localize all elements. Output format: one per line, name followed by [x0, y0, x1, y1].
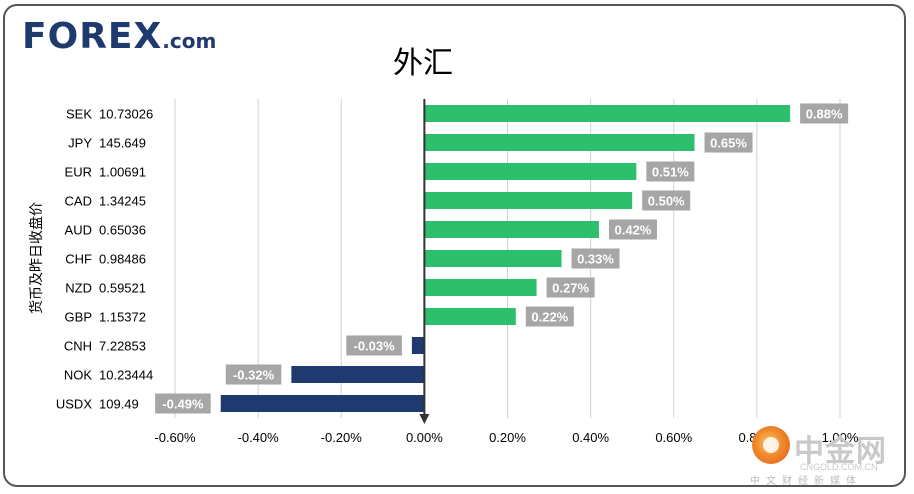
x-tick-label: 0.00% — [406, 430, 443, 445]
watermark-cn-text: 中金网 — [794, 434, 887, 469]
bar — [424, 250, 562, 267]
y-category-price: 0.59521 — [99, 281, 146, 296]
data-label: 0.33% — [577, 252, 614, 267]
zero-axis-arrow-icon — [419, 414, 430, 424]
y-category-code: CHF — [65, 252, 92, 267]
data-label-box — [704, 132, 753, 153]
y-category-code: EUR — [65, 165, 92, 180]
y-category-price: 10.73026 — [99, 107, 153, 122]
cngold-watermark: 中金网 CNGOLD.COM.CN 中文财经新媒体 — [748, 418, 898, 487]
data-label: 0.88% — [806, 107, 843, 122]
y-category-price: 145.649 — [99, 136, 146, 151]
data-label: -0.49% — [162, 397, 204, 412]
y-category-price: 10.23444 — [99, 368, 153, 383]
data-label-box — [525, 306, 574, 327]
y-category-code: GBP — [65, 310, 92, 325]
logo-suffix-text: .com — [162, 29, 217, 53]
data-label-box — [346, 335, 402, 356]
data-label-box — [155, 393, 211, 414]
bar — [424, 279, 537, 296]
logo-main-text: FOREX — [22, 16, 163, 57]
bar — [424, 163, 637, 180]
chart-title: 外汇 — [393, 46, 453, 81]
y-category-price: 1.15372 — [99, 310, 146, 325]
data-label: 0.22% — [531, 310, 568, 325]
data-label: 0.50% — [648, 194, 685, 209]
data-label-box — [225, 364, 282, 385]
watermark-sub-text: 中文财经新媒体 — [750, 476, 862, 487]
y-category-code: CAD — [65, 194, 92, 209]
y-category-code: NOK — [64, 368, 93, 383]
y-category-price: 7.22853 — [99, 339, 146, 354]
cngold-logo-icon — [752, 426, 790, 464]
chart-frame — [3, 4, 906, 487]
data-label: 0.42% — [615, 223, 652, 238]
data-label-box — [608, 219, 657, 240]
y-category-code: JPY — [68, 136, 92, 151]
bar — [220, 395, 425, 412]
y-category-code: CNH — [64, 339, 92, 354]
forex-logo: FOREX.com — [22, 16, 216, 57]
y-category-code: SEK — [66, 107, 92, 122]
data-label-box — [800, 103, 849, 124]
x-tick-label: 1.00% — [822, 430, 859, 445]
y-category-code: AUD — [65, 223, 92, 238]
data-label: 0.27% — [552, 281, 589, 296]
bar — [411, 337, 425, 354]
y-category-price: 0.65036 — [99, 223, 146, 238]
x-tick-label: 0.20% — [489, 430, 526, 445]
data-label: -0.03% — [354, 339, 396, 354]
y-category-code: NZD — [65, 281, 92, 296]
data-label-box — [546, 277, 595, 298]
x-tick-label: 0.60% — [655, 430, 692, 445]
watermark-en-text: CNGOLD.COM.CN — [800, 462, 878, 472]
bar — [424, 308, 516, 325]
bar — [424, 134, 695, 151]
bar — [424, 105, 791, 122]
x-tick-label: -0.20% — [321, 430, 363, 445]
data-label: 0.65% — [710, 136, 747, 151]
bar — [424, 192, 633, 209]
data-label-box — [571, 248, 620, 269]
y-category-price: 109.49 — [99, 397, 139, 412]
bar — [291, 366, 425, 383]
y-category-price: 1.00691 — [99, 165, 146, 180]
bar — [424, 221, 599, 238]
x-tick-label: -0.60% — [154, 430, 196, 445]
y-category-price: 0.98486 — [99, 252, 146, 267]
data-label: 0.51% — [652, 165, 689, 180]
y-category-code: USDX — [56, 397, 92, 412]
data-label: -0.32% — [233, 368, 275, 383]
data-label-box — [642, 190, 691, 211]
x-tick-label: -0.40% — [238, 430, 280, 445]
data-label-box — [646, 161, 695, 182]
x-tick-label: 0.40% — [572, 430, 609, 445]
y-category-price: 1.34245 — [99, 194, 146, 209]
